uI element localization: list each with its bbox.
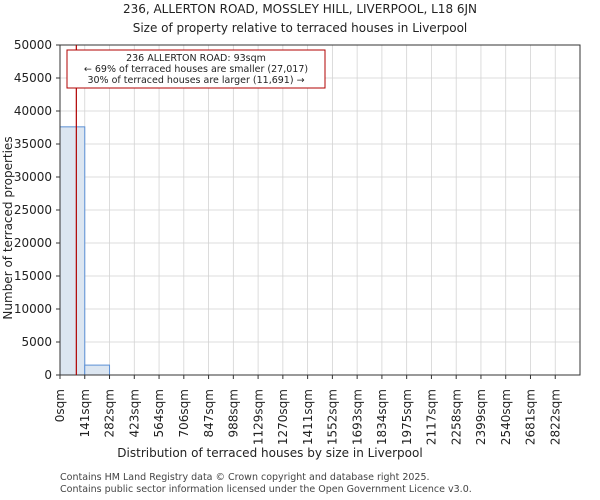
x-tick-label: 423sqm xyxy=(127,389,141,437)
y-tick-label: 45000 xyxy=(14,71,52,85)
y-axis-label: Number of terraced properties xyxy=(1,136,15,319)
chart-subtitle: Size of property relative to terraced ho… xyxy=(133,21,468,35)
y-tick-label: 0 xyxy=(44,368,52,382)
y-tick-label: 50000 xyxy=(14,38,52,52)
x-tick-label: 1411sqm xyxy=(301,389,315,445)
annotation-line: ← 69% of terraced houses are smaller (27… xyxy=(84,64,308,75)
chart-title: 236, ALLERTON ROAD, MOSSLEY HILL, LIVERP… xyxy=(123,2,477,16)
footer-line-1: Contains HM Land Registry data © Crown c… xyxy=(60,472,430,483)
x-tick-label: 2822sqm xyxy=(548,389,562,445)
x-tick-label: 2117sqm xyxy=(425,389,439,445)
bar xyxy=(59,126,86,376)
y-tick-label: 20000 xyxy=(14,236,52,250)
x-tick-label: 564sqm xyxy=(152,389,166,437)
x-tick-label: 2258sqm xyxy=(449,389,463,445)
x-tick-label: 1270sqm xyxy=(276,389,290,445)
y-tick-label: 15000 xyxy=(14,269,52,283)
x-tick-label: 706sqm xyxy=(177,389,191,437)
x-tick-label: 1834sqm xyxy=(375,389,389,445)
y-tick-label: 5000 xyxy=(21,335,52,349)
x-axis-label: Distribution of terraced houses by size … xyxy=(117,446,422,460)
y-tick-label: 25000 xyxy=(14,203,52,217)
x-tick-label: 141sqm xyxy=(78,389,92,437)
x-ticks: 0sqm 141sqm 282sqm 423sqm 564sqm 706sqm 847sqm… xyxy=(53,375,562,445)
x-tick-label: 1552sqm xyxy=(326,389,340,445)
y-ticks: 0 5000 10000 15000 20000 25000 30000 35000 40000… xyxy=(14,38,60,382)
x-tick-label: 282sqm xyxy=(103,389,117,437)
y-tick-label: 10000 xyxy=(14,302,52,316)
x-tick-label: 988sqm xyxy=(227,389,241,437)
annotation-line: 236 ALLERTON ROAD: 93sqm xyxy=(126,53,266,64)
x-tick-label: 1129sqm xyxy=(251,389,265,445)
y-tick-label: 30000 xyxy=(14,170,52,184)
grid xyxy=(59,44,580,376)
footer-line-2: Contains public sector information licen… xyxy=(60,484,472,495)
x-tick-label: 1975sqm xyxy=(400,389,414,445)
annotation-box xyxy=(66,49,326,89)
x-tick-label: 1693sqm xyxy=(350,389,364,445)
x-tick-label: 2540sqm xyxy=(499,389,513,445)
chart-svg: 236, ALLERTON ROAD, MOSSLEY HILL, LIVERP… xyxy=(1,2,581,460)
annotation-line: 30% of terraced houses are larger (11,69… xyxy=(87,75,304,86)
x-tick-label: 847sqm xyxy=(202,389,216,437)
x-tick-label: 2399sqm xyxy=(474,389,488,445)
marker: 236 ALLERTON ROAD: 93sqm← 69% of terrace… xyxy=(66,45,326,375)
x-tick-label: 0sqm xyxy=(53,389,67,422)
bar xyxy=(84,364,111,376)
x-tick-label: 2681sqm xyxy=(524,389,538,445)
y-tick-label: 35000 xyxy=(14,137,52,151)
y-tick-label: 40000 xyxy=(14,104,52,118)
bars xyxy=(59,126,111,376)
